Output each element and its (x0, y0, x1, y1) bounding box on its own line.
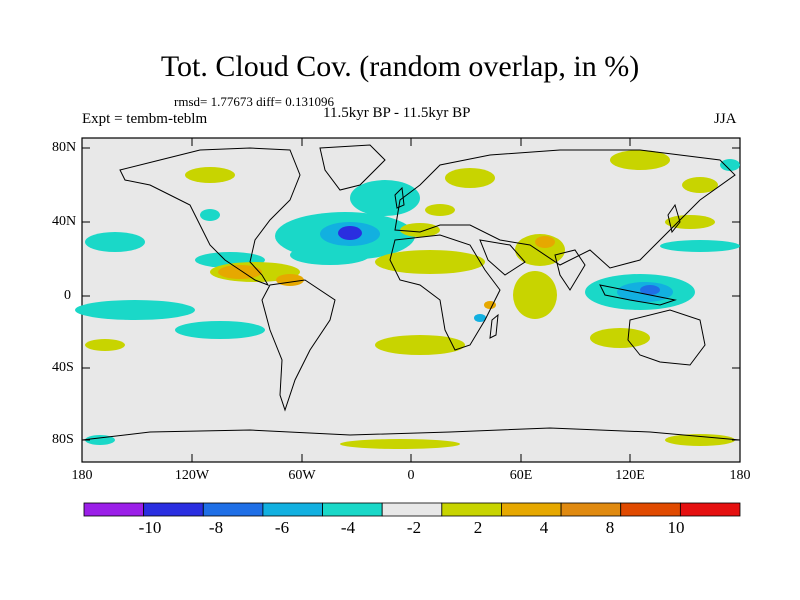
season-label: JJA (714, 111, 737, 127)
coastline-eurasia (394, 149, 736, 269)
lon-label-0: 0 (407, 468, 415, 483)
colorbar-label: -4 (340, 518, 356, 537)
anomaly-patch (513, 271, 557, 319)
anomaly-patch (85, 339, 125, 351)
anomaly-patch (445, 168, 495, 188)
lon-label-180e: 180 (729, 468, 751, 483)
stats-line: rmsd= 1.77673 diff= 0.131096 (174, 94, 334, 109)
lon-label-180w: 180 (71, 468, 93, 483)
anomaly-patch (185, 167, 235, 183)
colorbar-swatch (262, 502, 323, 517)
coastline-madagascar (489, 313, 499, 339)
coastline-australia (627, 309, 706, 366)
lon-label-120w: 120W (174, 468, 210, 483)
anomaly-patch (665, 434, 735, 446)
anomaly-patch (290, 245, 370, 265)
anomaly-patch (276, 274, 304, 286)
anomaly-patch (175, 321, 265, 339)
anomaly-patch (75, 300, 195, 320)
anomaly-patch (400, 223, 440, 237)
lon-label-120e: 120E (615, 468, 645, 483)
anomaly-patch (350, 180, 420, 216)
lat-label-40n: 40N (52, 214, 77, 229)
colorbar-label: 4 (539, 518, 549, 537)
lon-label-60w: 60W (288, 468, 316, 483)
map-title: Tot. Cloud Cov. (random overlap, in %) (160, 50, 640, 83)
lat-label-0: 0 (64, 288, 71, 303)
anomaly-patch (375, 335, 465, 355)
anomaly-patch (610, 150, 670, 170)
anomaly-patches (75, 150, 740, 449)
coastlines (81, 144, 741, 441)
colorbar-label: -10 (138, 518, 162, 537)
coastline-antarctica (81, 427, 741, 441)
coastline-south-america (261, 279, 336, 412)
colorbar-label: -2 (406, 518, 422, 537)
anomaly-patch (340, 439, 460, 449)
coastline-greenland (319, 144, 386, 191)
anomaly-patch (590, 328, 650, 348)
colorbar-label: 10 (667, 518, 685, 537)
anomaly-patch (720, 159, 740, 171)
coastline-arabia (479, 239, 526, 276)
colorbar-swatch (620, 502, 681, 517)
colorbar-swatch (501, 502, 562, 517)
colorbar-swatch (441, 502, 502, 517)
coastline-india (554, 249, 586, 291)
coastline-japan (667, 203, 681, 234)
colorbar-swatch (560, 502, 622, 517)
colorbar-label: 2 (473, 518, 483, 537)
lon-label-60e: 60E (509, 468, 533, 483)
colorbar-swatch (202, 502, 264, 517)
coastline-africa (389, 234, 501, 351)
axis-ticks (82, 138, 740, 462)
colorbar-swatch (143, 502, 204, 517)
anomaly-patch (660, 240, 740, 252)
colorbar-swatch (83, 502, 145, 517)
colorbar (83, 502, 741, 517)
colorbar-swatch (322, 502, 383, 517)
anomaly-patch (535, 236, 555, 248)
lat-label-80s: 80S (52, 432, 74, 447)
anomaly-patch (218, 265, 262, 279)
period-label: 11.5kyr BP - 11.5kyr BP (323, 105, 471, 121)
anomaly-patch (682, 177, 718, 193)
anomaly-patch (200, 209, 220, 221)
anomaly-patch (640, 285, 660, 295)
anomaly-patch (425, 204, 455, 216)
anomaly-patch (474, 314, 486, 322)
anomaly-patch (338, 226, 362, 240)
coastline-north-america (119, 147, 301, 286)
colorbar-swatch (381, 502, 443, 517)
coastline-indonesia (599, 284, 677, 306)
colorbar-label: -8 (208, 518, 224, 537)
lat-label-40s: 40S (52, 360, 74, 375)
anomaly-patch (85, 232, 145, 252)
coastline-uk (394, 186, 405, 209)
lat-label-80n: 80N (52, 140, 77, 155)
colorbar-label: -6 (274, 518, 290, 537)
colorbar-swatch (679, 502, 741, 517)
experiment-label: Expt = tembm-teblm (82, 111, 208, 127)
anomaly-patch (375, 250, 485, 274)
colorbar-label: 8 (605, 518, 615, 537)
